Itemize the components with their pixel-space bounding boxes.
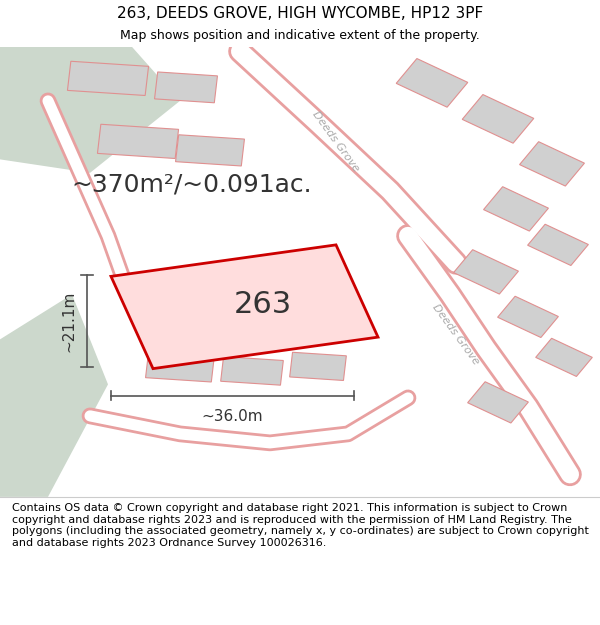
Text: ~21.1m: ~21.1m	[61, 291, 76, 352]
Polygon shape	[155, 72, 217, 102]
Polygon shape	[497, 296, 559, 338]
Polygon shape	[484, 187, 548, 231]
Text: Contains OS data © Crown copyright and database right 2021. This information is : Contains OS data © Crown copyright and d…	[12, 503, 589, 548]
Text: ~36.0m: ~36.0m	[202, 409, 263, 424]
Polygon shape	[527, 224, 589, 266]
Polygon shape	[0, 47, 180, 173]
Polygon shape	[462, 94, 534, 143]
Polygon shape	[221, 357, 283, 385]
Polygon shape	[467, 382, 529, 423]
Text: 263: 263	[233, 290, 292, 319]
Polygon shape	[176, 135, 244, 166]
Polygon shape	[97, 124, 179, 159]
Polygon shape	[396, 59, 468, 108]
Polygon shape	[536, 338, 592, 376]
Polygon shape	[290, 352, 346, 381]
Polygon shape	[67, 61, 149, 96]
Text: Map shows position and indicative extent of the property.: Map shows position and indicative extent…	[120, 29, 480, 42]
Polygon shape	[0, 294, 108, 497]
Polygon shape	[111, 245, 378, 369]
Polygon shape	[454, 250, 518, 294]
Polygon shape	[146, 351, 214, 382]
Polygon shape	[520, 142, 584, 186]
Text: Deeds Grove: Deeds Grove	[431, 302, 481, 367]
Text: 263, DEEDS GROVE, HIGH WYCOMBE, HP12 3PF: 263, DEEDS GROVE, HIGH WYCOMBE, HP12 3PF	[117, 6, 483, 21]
Text: Deeds Grove: Deeds Grove	[311, 109, 361, 174]
Text: ~370m²/~0.091ac.: ~370m²/~0.091ac.	[71, 172, 313, 196]
